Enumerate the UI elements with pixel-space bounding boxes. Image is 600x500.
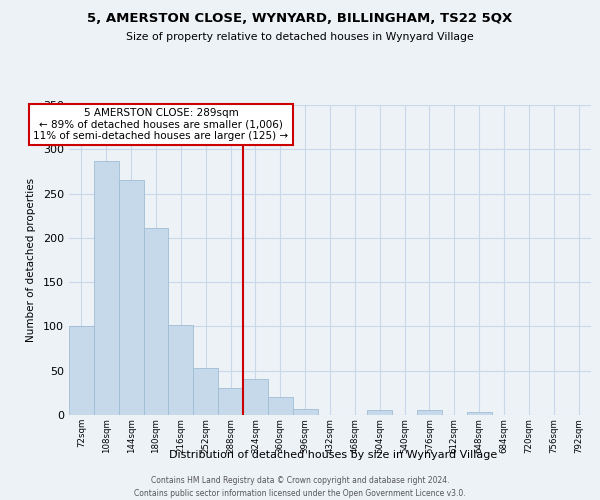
Text: Contains HM Land Registry data © Crown copyright and database right 2024.
Contai: Contains HM Land Registry data © Crown c… — [134, 476, 466, 498]
Bar — [218, 388, 243, 415]
Text: 5 AMERSTON CLOSE: 289sqm
← 89% of detached houses are smaller (1,006)
11% of sem: 5 AMERSTON CLOSE: 289sqm ← 89% of detach… — [34, 108, 289, 141]
Bar — [119, 180, 143, 415]
Bar — [169, 324, 193, 415]
Y-axis label: Number of detached properties: Number of detached properties — [26, 178, 36, 342]
Text: Size of property relative to detached houses in Wynyard Village: Size of property relative to detached ho… — [126, 32, 474, 42]
Text: Distribution of detached houses by size in Wynyard Village: Distribution of detached houses by size … — [169, 450, 497, 460]
Bar — [367, 410, 392, 415]
Bar — [467, 412, 491, 415]
Bar — [94, 161, 119, 415]
Bar — [417, 410, 442, 415]
Bar — [268, 398, 293, 415]
Bar — [69, 326, 94, 415]
Bar — [193, 368, 218, 415]
Bar — [243, 378, 268, 415]
Bar — [143, 228, 169, 415]
Text: 5, AMERSTON CLOSE, WYNYARD, BILLINGHAM, TS22 5QX: 5, AMERSTON CLOSE, WYNYARD, BILLINGHAM, … — [88, 12, 512, 26]
Bar — [293, 409, 317, 415]
